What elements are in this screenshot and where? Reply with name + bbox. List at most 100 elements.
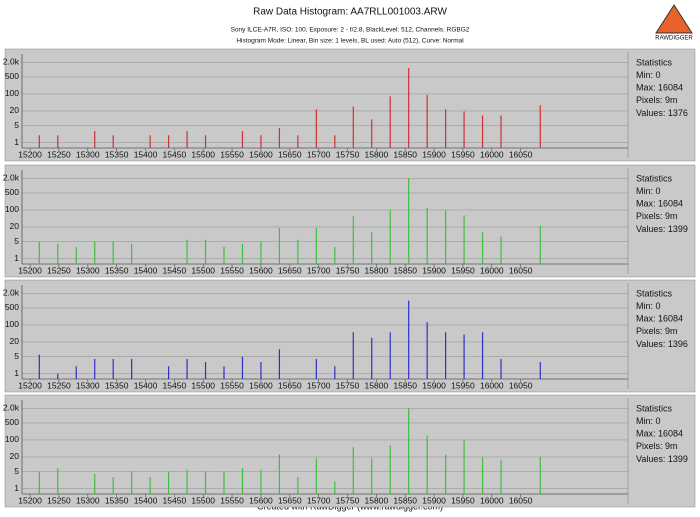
bar xyxy=(389,445,391,494)
y-tick-label: 1 xyxy=(14,137,19,147)
statistics-text: Pixels: 9m xyxy=(636,95,678,105)
bar xyxy=(223,471,225,494)
x-tick-label: 15900 xyxy=(422,265,446,275)
subtitle: Histogram Mode: Linear, Bin size: 1 leve… xyxy=(236,38,464,45)
y-tick-label: 2.0k xyxy=(3,288,20,298)
x-tick-label: 15350 xyxy=(105,495,129,505)
bar xyxy=(371,119,373,148)
bar xyxy=(539,361,541,379)
bar xyxy=(75,246,77,264)
bar xyxy=(426,208,428,264)
x-tick-label: 15300 xyxy=(76,265,100,275)
bar xyxy=(334,481,336,494)
statistics-text: Max: 16084 xyxy=(636,314,683,324)
bar xyxy=(371,337,373,379)
bar xyxy=(463,439,465,494)
subtitle: Sony ILCE-A7R, ISO: 100, Exposure: 2 - f… xyxy=(231,27,470,34)
bar xyxy=(539,225,541,264)
bar xyxy=(297,239,299,264)
x-tick-label: 15850 xyxy=(393,495,417,505)
bar xyxy=(204,471,207,494)
y-tick-label: 2.0k xyxy=(3,403,20,413)
y-tick-label: 500 xyxy=(5,417,19,427)
bar xyxy=(94,473,96,494)
x-tick-label: 15350 xyxy=(105,380,129,390)
bar xyxy=(334,135,336,148)
bar xyxy=(334,246,336,264)
bar xyxy=(408,300,410,379)
x-tick-label: 15800 xyxy=(365,149,389,159)
x-tick-label: 15500 xyxy=(191,149,215,159)
bar xyxy=(75,366,77,379)
y-tick-label: 100 xyxy=(5,319,19,329)
histogram-panel: 2.0k 500 100 20 5 1 15200 15250 15300 15350 15400 1… xyxy=(3,48,696,162)
x-tick-label: 15750 xyxy=(336,265,360,275)
y-tick-label: 5 xyxy=(14,351,19,361)
y-tick-label: 5 xyxy=(14,466,19,476)
bar xyxy=(94,241,96,264)
bar xyxy=(408,408,410,494)
x-tick-label: 15750 xyxy=(336,380,360,390)
bar xyxy=(297,135,299,148)
bar xyxy=(204,239,207,264)
statistics-text: Max: 16084 xyxy=(636,199,683,209)
statistics-text: Values: 1399 xyxy=(636,454,688,464)
x-tick-label: 15650 xyxy=(278,380,302,390)
bar xyxy=(112,241,114,264)
bar xyxy=(352,447,354,494)
x-tick-label: 15950 xyxy=(451,495,475,505)
bar xyxy=(445,332,447,379)
bar xyxy=(149,476,151,494)
bar xyxy=(278,127,281,148)
statistics-text: Statistics xyxy=(636,403,673,413)
bar xyxy=(352,332,354,379)
x-tick-label: 16000 xyxy=(480,149,504,159)
bar xyxy=(241,130,244,148)
bar xyxy=(260,241,262,264)
bar xyxy=(539,105,541,148)
bar xyxy=(408,68,410,148)
x-tick-label: 15200 xyxy=(18,149,42,159)
x-tick-label: 15550 xyxy=(220,495,244,505)
statistics-text: Statistics xyxy=(636,57,673,67)
x-tick-label: 15800 xyxy=(365,265,389,275)
statistics-text: Min: 0 xyxy=(636,416,661,426)
bar xyxy=(463,334,465,379)
bar xyxy=(57,135,59,148)
y-tick-label: 2.0k xyxy=(3,173,20,183)
y-tick-label: 500 xyxy=(5,71,19,81)
statistics-text: Min: 0 xyxy=(636,301,661,311)
x-tick-label: 15250 xyxy=(47,495,71,505)
y-tick-label: 20 xyxy=(10,451,20,461)
x-tick-label: 16050 xyxy=(509,495,533,505)
y-tick-label: 1 xyxy=(14,253,19,263)
bar xyxy=(278,349,281,379)
bar xyxy=(352,216,354,264)
statistics-text: Max: 16084 xyxy=(636,83,683,93)
bar xyxy=(260,469,262,494)
logo-text: RAWDIGGER xyxy=(655,36,693,42)
x-tick-label: 15600 xyxy=(249,149,273,159)
bar xyxy=(408,178,410,264)
bar xyxy=(315,109,317,148)
x-tick-label: 15950 xyxy=(451,380,475,390)
histogram-panel: 2.0k 500 100 20 5 1 15200 15250 15300 15350 15400 1… xyxy=(3,164,696,278)
bar xyxy=(500,236,502,264)
bar xyxy=(500,459,502,494)
bar xyxy=(315,358,317,379)
bar xyxy=(481,456,484,494)
bar xyxy=(241,356,244,379)
x-tick-label: 15650 xyxy=(278,265,302,275)
bar xyxy=(131,358,133,379)
x-tick-label: 15900 xyxy=(422,495,446,505)
x-tick-label: 15500 xyxy=(191,380,215,390)
y-tick-label: 100 xyxy=(5,434,19,444)
x-tick-label: 16050 xyxy=(509,380,533,390)
bar xyxy=(186,469,188,494)
x-tick-label: 15600 xyxy=(249,380,273,390)
statistics-text: Pixels: 9m xyxy=(636,211,678,221)
x-tick-label: 15400 xyxy=(134,265,158,275)
statistics-text: Min: 0 xyxy=(636,186,661,196)
bar xyxy=(371,232,373,264)
